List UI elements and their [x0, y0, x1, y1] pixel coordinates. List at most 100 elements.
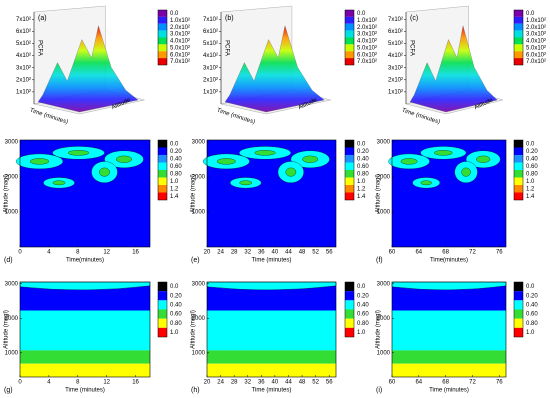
colorbar-label: 0.80	[526, 321, 538, 327]
contour-band	[392, 363, 506, 377]
colorbar-frame	[157, 139, 168, 201]
x-tick-label: 48	[299, 250, 306, 256]
x-tick-label: 16	[132, 380, 139, 386]
x-axis-label: Time (minutes)	[429, 388, 469, 394]
x-tick-label: 76	[496, 380, 503, 386]
colorbar-block	[514, 192, 523, 200]
plot-frame	[391, 139, 507, 248]
colorbar-block	[514, 309, 523, 319]
y-axis-label: Altitude (magl)	[4, 174, 10, 213]
contour-region	[99, 167, 110, 177]
contour-region	[476, 155, 491, 163]
x-tick-label: 8	[76, 250, 80, 256]
colorbar-block	[514, 23, 523, 31]
z-tick-label: 6x10²	[203, 29, 218, 35]
panel-label: (e)	[191, 257, 200, 264]
z-tick-label: 5x10²	[16, 41, 31, 47]
panel-label: (b)	[225, 15, 234, 22]
colorbar-frame	[157, 9, 168, 66]
y-axis-label: Altitude (magl)	[191, 174, 197, 213]
colorbar-block	[158, 23, 167, 31]
colorbar-block	[158, 44, 167, 52]
colorbar-label: 5.0x10²	[357, 45, 377, 51]
x-tick-label: 64	[415, 380, 422, 386]
colorbar-label: 1.0x10²	[526, 18, 546, 24]
y-tick-label: 1000	[192, 210, 206, 216]
contour-region	[239, 180, 253, 186]
colorbar-block	[514, 10, 523, 17]
colorbar-label: 2.0x10²	[357, 25, 377, 31]
contour-region	[302, 155, 319, 163]
colorbar-label: 7.0x10²	[357, 59, 377, 65]
z-tick-label: 1x10²	[203, 89, 218, 95]
x-tick-label: 40	[272, 250, 279, 256]
surface	[37, 25, 139, 113]
x-tick-label: 60	[389, 250, 396, 256]
colorbar-block	[345, 170, 354, 178]
colorbar-label: 1.0	[526, 330, 535, 336]
y-tick-label: 2000	[192, 316, 206, 322]
colorbar-block	[345, 23, 354, 31]
colorbar-block	[158, 282, 167, 292]
x-axis-label: Time (minutes)	[252, 258, 292, 264]
colorbar-label: 0.0	[526, 141, 535, 147]
x-tick-label: 68	[442, 380, 449, 386]
colorbar-label: 0.0	[170, 141, 179, 147]
x-axis-label: Time (minutes)	[252, 388, 292, 394]
colorbar-block	[158, 300, 167, 310]
x-tick-label: 48	[299, 380, 306, 386]
colorbar-block	[514, 30, 523, 38]
x-axis-label: Time(minutes)	[66, 258, 104, 264]
y-tick-label: 3000	[5, 281, 19, 287]
colorbar-label: 0.20	[526, 149, 538, 155]
x-tick-label: 16	[132, 250, 139, 256]
colorbar-block	[514, 327, 523, 337]
surface	[224, 25, 325, 113]
colorbar-label: 1.0	[170, 179, 179, 185]
y-tick-label: 1000	[192, 350, 206, 356]
contour-region	[434, 150, 453, 156]
contour-region	[285, 167, 297, 177]
y-tick-label: 3000	[192, 281, 206, 287]
x-tick-label: 52	[312, 250, 319, 256]
z-tick-label: 2x10²	[203, 77, 218, 83]
colorbar-block	[158, 170, 167, 178]
colorbar-frame	[513, 281, 524, 338]
x-tick-label: 36	[258, 250, 265, 256]
colorbar-label: 0.0	[357, 11, 366, 17]
colorbar-label: 1.2	[357, 186, 366, 192]
colorbar-label: 0.0	[357, 141, 366, 147]
surface	[409, 25, 498, 113]
colorbar-block	[514, 318, 523, 328]
colorbar-block	[514, 37, 523, 45]
colorbar-label: 2.0x10²	[170, 25, 190, 31]
y-tick-label: 3000	[192, 140, 206, 146]
colorbar-label: 1.0	[357, 179, 366, 185]
colorbar-label: 0.40	[170, 302, 182, 308]
contour-region	[116, 155, 132, 163]
colorbar-label: 1.0x10²	[170, 18, 190, 24]
colorbar-block	[345, 309, 354, 319]
colorbar-block	[345, 16, 354, 24]
x-axis-label: Time(minutes)	[430, 258, 468, 264]
colorbar-label: 0.40	[526, 302, 538, 308]
colorbar-label: 0.20	[170, 293, 182, 299]
colorbar-label: 0.80	[357, 171, 369, 177]
x-tick-label: 72	[469, 250, 476, 256]
colorbar-label: 6.0x10²	[526, 52, 546, 58]
colorbar-label: 1.0	[357, 330, 366, 336]
colorbar-label: 0.60	[170, 312, 182, 318]
contour-region	[216, 158, 236, 165]
contour-band	[207, 350, 336, 364]
colorbar-label: 0.60	[170, 164, 182, 170]
z-tick-label: 6x10²	[388, 29, 403, 35]
colorbar-block	[345, 58, 354, 65]
colorbar-label: 0.60	[526, 312, 538, 318]
colorbar-block	[514, 58, 523, 65]
colorbar-frame	[344, 281, 355, 338]
z-tick-label: 2x10²	[388, 77, 403, 83]
colorbar-block	[158, 327, 167, 337]
colorbar-block	[514, 44, 523, 52]
colorbar-block	[158, 58, 167, 65]
